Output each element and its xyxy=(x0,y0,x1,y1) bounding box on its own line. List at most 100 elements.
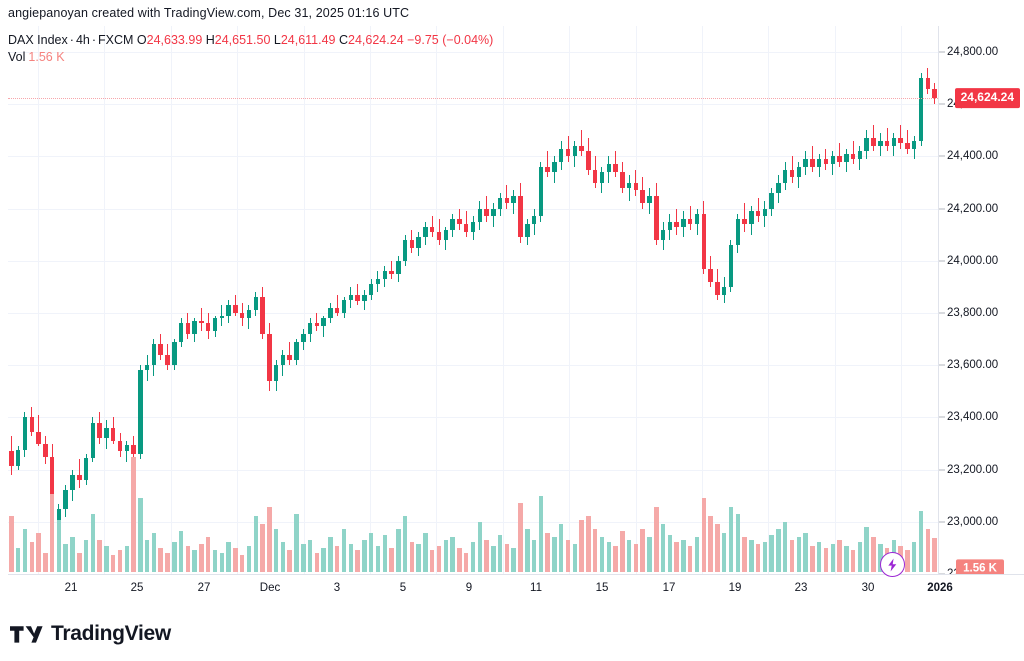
volume-bar xyxy=(70,537,75,572)
candle-body xyxy=(640,190,645,204)
time-axis-tick-label: 25 xyxy=(130,582,144,594)
volume-bar xyxy=(104,546,109,572)
candle-wick xyxy=(628,174,630,201)
candle-body xyxy=(538,166,544,217)
price-tick-dash xyxy=(939,469,945,471)
price-tick-dash xyxy=(939,416,945,418)
candle-body xyxy=(667,221,673,230)
volume-bar xyxy=(56,520,62,572)
volume-bar xyxy=(267,507,272,572)
candle-body xyxy=(844,153,849,162)
candle-body xyxy=(592,169,598,183)
candle-body xyxy=(110,427,116,441)
gridline-vertical xyxy=(104,26,105,574)
candle-wick xyxy=(234,294,236,316)
candle-body xyxy=(233,305,238,314)
volume-bar xyxy=(321,548,326,572)
gridline-horizontal xyxy=(8,521,938,523)
last-price-line xyxy=(8,97,938,99)
time-axis-tick-label: 11 xyxy=(530,582,542,594)
candle-body xyxy=(559,148,564,162)
time-axis[interactable]: 21 25 27 Dec 3 5 9 11 15 17 19 23 30 2026 xyxy=(8,574,1024,602)
volume-bar xyxy=(144,539,150,572)
candle-body xyxy=(219,315,225,319)
volume-bar xyxy=(246,546,252,572)
candle-body xyxy=(355,294,360,302)
volume-bar xyxy=(389,548,394,572)
candle-body xyxy=(694,213,700,225)
candle-body xyxy=(681,219,686,227)
candle-body xyxy=(375,279,381,285)
volume-value-badge: 1.56 K xyxy=(956,559,1004,579)
candle-body xyxy=(660,229,666,240)
candle-wick xyxy=(316,313,318,332)
tradingview-logo: TradingView xyxy=(10,622,171,646)
candle-body xyxy=(199,320,204,324)
candle-body xyxy=(728,245,734,287)
candle-wick xyxy=(323,315,325,337)
candle-body xyxy=(491,208,496,217)
candle-body xyxy=(273,365,279,381)
candle-wick xyxy=(289,341,291,366)
gridline-vertical xyxy=(503,26,504,574)
candle-body xyxy=(83,457,89,481)
chart-plot-area[interactable] xyxy=(8,26,938,574)
volume-bar xyxy=(9,515,14,572)
candle-body xyxy=(382,271,387,280)
volume-bar xyxy=(647,537,652,572)
time-axis-tick-label: 15 xyxy=(595,582,609,594)
candle-body xyxy=(552,161,557,173)
candle-body xyxy=(389,271,394,274)
candle-body xyxy=(715,281,720,295)
lightning-icon[interactable] xyxy=(880,552,905,577)
candle-body xyxy=(348,294,354,300)
candle-body xyxy=(334,307,340,314)
candle-wick xyxy=(839,143,841,167)
candle-body xyxy=(721,286,727,295)
volume-bar xyxy=(565,539,571,572)
candle-body xyxy=(504,198,510,204)
candle-wick xyxy=(78,459,80,488)
volume-bar xyxy=(857,541,863,572)
candle-body xyxy=(402,239,408,261)
volume-bar xyxy=(525,528,530,572)
volume-bar xyxy=(307,539,313,572)
gridline-vertical xyxy=(237,26,238,574)
volume-bar xyxy=(158,548,163,572)
candle-wick xyxy=(126,440,128,462)
volume-bar xyxy=(22,528,28,572)
volume-bar xyxy=(138,498,143,572)
candle-body xyxy=(606,164,611,173)
candle-wick xyxy=(906,130,908,154)
volume-bar xyxy=(620,530,625,572)
candle-body xyxy=(816,159,822,167)
candle-wick xyxy=(744,203,746,233)
volume-bar xyxy=(443,539,449,572)
volume-bar xyxy=(341,528,347,572)
candle-body xyxy=(925,78,931,89)
candle-body xyxy=(104,427,109,439)
volume-bar xyxy=(484,539,489,572)
time-axis-tick-label: Dec xyxy=(259,582,281,594)
volume-bar xyxy=(708,515,713,572)
candle-body xyxy=(294,341,299,361)
candle-body xyxy=(898,138,903,144)
volume-bar xyxy=(592,528,598,572)
gridline-horizontal xyxy=(8,156,938,158)
candle-body xyxy=(891,138,897,147)
volume-bar xyxy=(769,535,774,572)
candle-body xyxy=(484,208,489,217)
volume-bar xyxy=(660,524,666,572)
volume-bar xyxy=(633,543,639,572)
volume-bar xyxy=(837,539,842,572)
gridline-horizontal xyxy=(8,104,938,106)
volume-bar xyxy=(97,539,102,572)
volume-bar xyxy=(497,535,503,572)
candle-body xyxy=(124,444,130,452)
candle-body xyxy=(117,440,123,452)
gridline-vertical xyxy=(38,26,39,574)
candle-body xyxy=(620,172,625,188)
candle-wick xyxy=(391,260,393,280)
price-axis[interactable]: 24,800.0024,600.0024,400.0024,200.0024,0… xyxy=(938,26,1024,580)
